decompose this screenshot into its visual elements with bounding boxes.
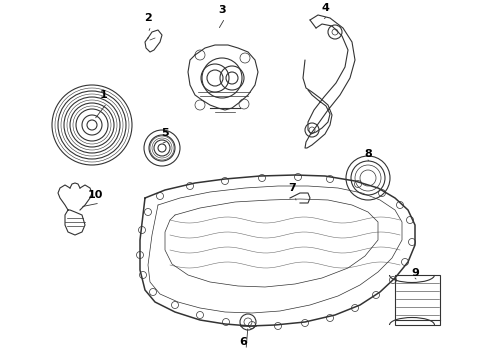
Text: 1: 1 — [100, 90, 108, 100]
Text: 9: 9 — [411, 268, 419, 278]
Text: 10: 10 — [87, 190, 103, 200]
Text: 3: 3 — [218, 5, 226, 15]
Bar — [395, 275, 440, 325]
Text: 7: 7 — [288, 183, 296, 193]
Text: 8: 8 — [364, 149, 372, 159]
Text: 6: 6 — [239, 337, 247, 347]
Text: 2: 2 — [144, 13, 152, 23]
Text: 5: 5 — [161, 128, 169, 138]
Text: 4: 4 — [321, 3, 329, 13]
